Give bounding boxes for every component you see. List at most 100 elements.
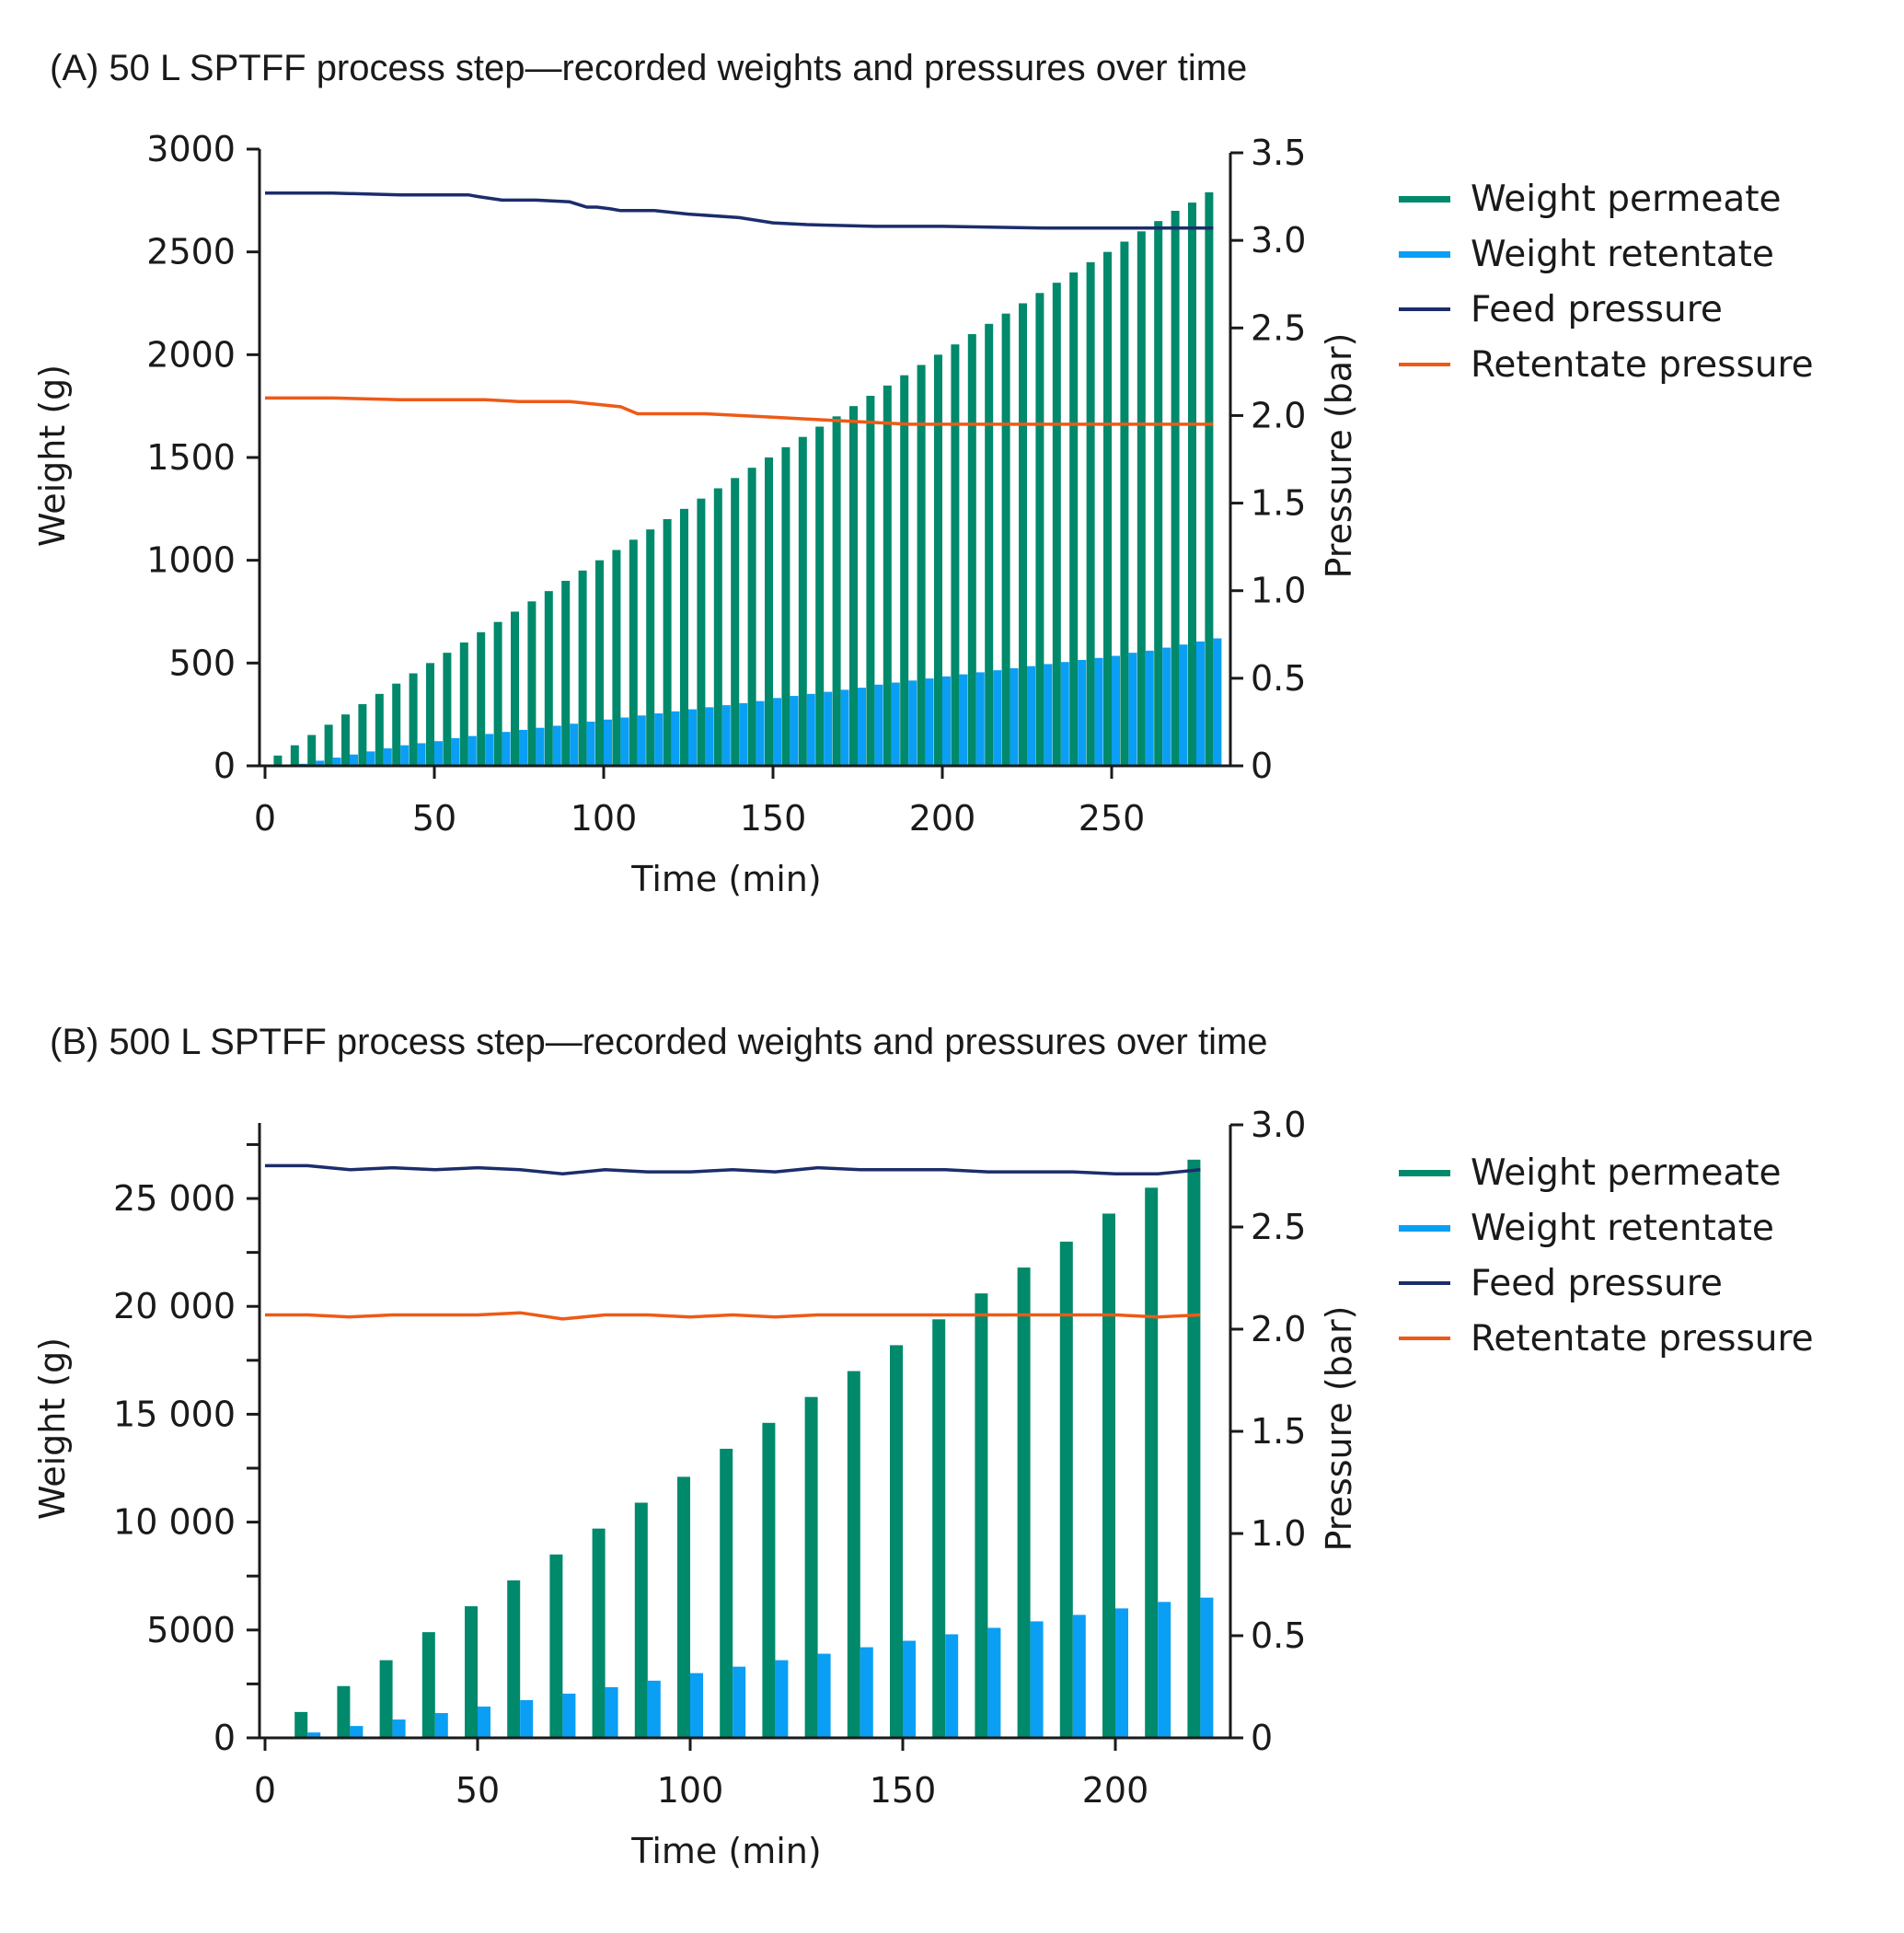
charta-bar-retentate: [1044, 664, 1053, 766]
charta-bar-retentate: [874, 684, 883, 766]
charta-bar-retentate: [350, 754, 358, 766]
charta-bar-permeate: [663, 519, 672, 766]
charta-bar-permeate: [1052, 283, 1061, 767]
charta-bar-retentate: [366, 751, 375, 766]
charta-bar-permeate: [459, 642, 468, 766]
charta-bar-retentate: [790, 696, 799, 766]
charta-bar-permeate: [1188, 203, 1196, 767]
charta-bar-permeate: [443, 653, 452, 766]
charta-bar-retentate: [434, 741, 443, 766]
charta-bar-retentate: [688, 709, 697, 766]
charta-y-tick-label: 500: [168, 642, 236, 683]
chartb-bar-permeate: [421, 1632, 435, 1738]
chartb-y2-tick-label: 2.5: [1251, 1207, 1306, 1247]
charta-bar-retentate: [858, 688, 866, 766]
charta-bar-permeate: [934, 354, 942, 766]
charta-bar-retentate: [586, 721, 595, 766]
legend-label: Weight retentate: [1471, 1207, 1774, 1249]
charta-bar-permeate: [1171, 211, 1180, 766]
charta-y-axis-label: Weight (g): [32, 365, 73, 547]
charta-bar-retentate: [773, 698, 781, 766]
charta-y-tick-label: 2000: [146, 334, 236, 375]
chartb-bar-retentate: [647, 1680, 661, 1738]
legend-line-swatch: [1399, 1337, 1450, 1340]
charta-bar-permeate: [781, 446, 790, 766]
chartb-x-tick-label: 100: [657, 1770, 724, 1811]
chartb-bar-retentate: [1072, 1615, 1086, 1738]
charta-bar-retentate: [332, 758, 341, 766]
chartb-bar-retentate: [478, 1707, 490, 1738]
charta-bar-retentate: [908, 680, 917, 766]
charta-bar-permeate: [1154, 221, 1163, 766]
charta-bar-permeate: [1035, 293, 1044, 766]
charta-bar-retentate: [637, 715, 646, 766]
chartb-x-tick-label: 0: [254, 1770, 276, 1811]
legend-item: Weight retentate: [1399, 1200, 1814, 1256]
charta-bar-retentate: [485, 734, 494, 766]
charta-bar-retentate: [400, 745, 410, 766]
chartb-bar-retentate: [562, 1693, 576, 1738]
charta-bar-retentate: [1213, 638, 1222, 766]
chartb-bar-retentate: [434, 1713, 448, 1738]
chartb-y-tick-label: 15 000: [113, 1394, 236, 1434]
chartb-y-tick-label: 25 000: [113, 1178, 236, 1219]
charta-x-tick-label: 50: [412, 798, 456, 839]
legend-bar-swatch: [1399, 195, 1450, 203]
legend-bar-swatch: [1399, 1169, 1450, 1176]
charta-bar-permeate: [341, 714, 350, 766]
chartb-bar-retentate: [987, 1627, 1001, 1738]
chartb-y2-tick-label: 1.0: [1251, 1513, 1306, 1554]
charta-bar-permeate: [832, 416, 841, 766]
charta-bar-permeate: [866, 396, 875, 766]
legend-item: Weight retentate: [1399, 226, 1814, 282]
charta-bar-permeate: [900, 375, 909, 766]
chartb-retentate-pressure-line: [265, 1311, 1201, 1321]
legend-label: Retentate pressure: [1471, 1317, 1814, 1360]
charta-y2-tick-label: 3.0: [1251, 220, 1306, 260]
chartb-bar-permeate: [294, 1711, 308, 1738]
charta-bar-retentate: [383, 748, 392, 766]
chartb-bar-permeate: [634, 1502, 648, 1738]
charta-bar-permeate: [375, 693, 384, 766]
charta-bar-permeate: [324, 724, 333, 766]
charta-bar-permeate: [1103, 251, 1112, 767]
charta-bar-permeate: [1019, 303, 1027, 766]
legend-bar-swatch: [1399, 1224, 1450, 1232]
charta-bar-retentate: [1094, 657, 1103, 766]
charta-bar-permeate: [1205, 191, 1214, 766]
chartb-bar-retentate: [733, 1666, 746, 1738]
legend-item: Weight permeate: [1399, 1145, 1814, 1200]
charta-bar-retentate: [1027, 666, 1035, 766]
charta-bar-permeate: [951, 344, 960, 766]
charta-bar-permeate: [544, 591, 553, 766]
charta-bar-retentate: [316, 760, 325, 766]
chartb-x-tick-label: 50: [456, 1770, 500, 1811]
charta-bar-retentate: [451, 737, 460, 766]
chartb-bar-permeate: [549, 1554, 563, 1738]
charta-bar-retentate: [1078, 659, 1087, 766]
legend-label: Feed pressure: [1471, 1262, 1723, 1304]
charta-bar-retentate: [570, 723, 579, 766]
chartb-bar-retentate: [520, 1699, 534, 1738]
chartb-bar-retentate: [945, 1634, 959, 1738]
charta-bar-permeate: [273, 755, 283, 766]
charta-bar-permeate: [426, 663, 434, 766]
charta-y-tick-label: 2500: [146, 232, 236, 272]
chartb-y2-tick-label: 0.5: [1251, 1615, 1306, 1656]
charta-bar-retentate: [1179, 644, 1188, 766]
chartb-feed-pressure-line: [265, 1163, 1201, 1176]
chartb-bar-retentate: [775, 1660, 789, 1738]
charta-bar-retentate: [942, 676, 951, 766]
chartb-y-axis-label: Weight (g): [32, 1337, 73, 1520]
chartb-bar-permeate: [465, 1606, 478, 1738]
chartb-y2-tick-label: 2.0: [1251, 1309, 1306, 1349]
legend-item: Feed pressure: [1399, 282, 1814, 337]
chart-a: 0 50 100 150 200 2500500100015002000250030000…: [32, 129, 1359, 899]
chartb-bar-retentate: [1115, 1608, 1128, 1738]
chartb-bar-retentate: [605, 1686, 618, 1738]
charta-y2-tick-label: 1.0: [1251, 571, 1306, 611]
charta-bar-permeate: [392, 683, 401, 766]
charta-bar-retentate: [536, 727, 545, 766]
chartb-x-axis-label: Time (min): [630, 1831, 821, 1871]
charta-bar-retentate: [1010, 667, 1019, 766]
